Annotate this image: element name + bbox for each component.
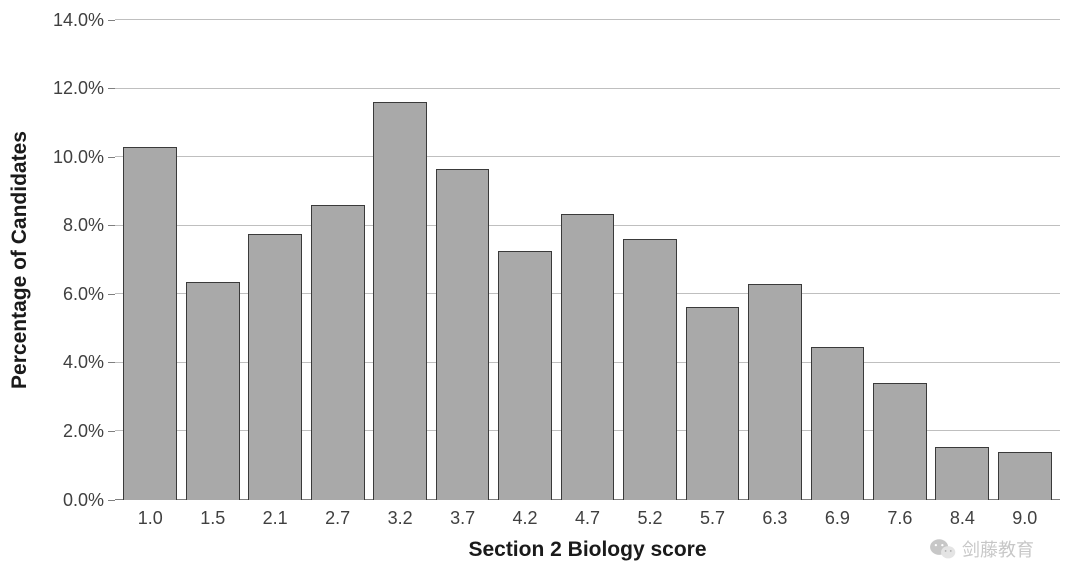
bar-slot xyxy=(431,20,493,500)
y-tick: 14.0% xyxy=(40,10,115,30)
y-tick-label: 12.0% xyxy=(40,78,104,99)
y-tick: 12.0% xyxy=(40,79,115,99)
bar xyxy=(498,251,552,500)
bar-slot xyxy=(494,20,556,500)
y-tick-label: 14.0% xyxy=(40,10,104,31)
x-tick-label: 5.2 xyxy=(619,508,681,529)
x-tick-label: 4.7 xyxy=(556,508,618,529)
bar xyxy=(373,102,427,500)
bar xyxy=(623,239,677,500)
bar xyxy=(311,205,365,500)
y-tick: 4.0% xyxy=(40,353,115,373)
bar xyxy=(248,234,302,500)
bar xyxy=(186,282,240,500)
y-tick-mark xyxy=(108,20,115,21)
bar xyxy=(998,452,1052,500)
y-tick-label: 6.0% xyxy=(40,284,104,305)
y-tick-label: 0.0% xyxy=(40,490,104,511)
bar xyxy=(748,284,802,500)
bar xyxy=(811,347,865,500)
bar-slot xyxy=(619,20,681,500)
bar-slot xyxy=(869,20,931,500)
bar xyxy=(123,147,177,500)
bar xyxy=(436,169,490,500)
x-tick-label: 1.0 xyxy=(119,508,181,529)
y-tick-label: 4.0% xyxy=(40,352,104,373)
y-tick-mark xyxy=(108,88,115,89)
bar-slot xyxy=(244,20,306,500)
x-tick-label: 6.9 xyxy=(806,508,868,529)
y-tick: 8.0% xyxy=(40,216,115,236)
bar-slot xyxy=(744,20,806,500)
y-tick-mark xyxy=(108,431,115,432)
y-tick-mark xyxy=(108,225,115,226)
bar-slot xyxy=(369,20,431,500)
x-axis-title: Section 2 Biology score xyxy=(115,538,1060,562)
bar xyxy=(686,307,740,500)
x-tick-label: 6.3 xyxy=(744,508,806,529)
bar-slot xyxy=(994,20,1056,500)
y-axis-title: Percentage of Candidates xyxy=(8,131,32,389)
x-tick-label: 5.7 xyxy=(681,508,743,529)
bar xyxy=(873,383,927,500)
x-tick-label: 9.0 xyxy=(994,508,1056,529)
y-tick-mark xyxy=(108,294,115,295)
bar-slot xyxy=(681,20,743,500)
watermark: 剑藤教育 xyxy=(930,536,1034,562)
bar-slot xyxy=(931,20,993,500)
x-tick-label: 7.6 xyxy=(869,508,931,529)
bar xyxy=(561,214,615,500)
y-tick-label: 2.0% xyxy=(40,421,104,442)
wechat-icon xyxy=(930,538,956,560)
x-axis-ticks: 1.01.52.12.73.23.74.24.75.25.76.36.97.68… xyxy=(115,508,1060,529)
y-tick: 6.0% xyxy=(40,284,115,304)
bar-slot xyxy=(556,20,618,500)
watermark-text: 剑藤教育 xyxy=(962,536,1034,562)
bar-slot xyxy=(181,20,243,500)
bar-slot xyxy=(806,20,868,500)
bar-slot xyxy=(119,20,181,500)
x-tick-label: 2.7 xyxy=(306,508,368,529)
y-tick: 0.0% xyxy=(40,490,115,510)
y-tick-label: 10.0% xyxy=(40,147,104,168)
histogram-chart: 0.0% 2.0% 4.0% 6.0% 8.0% 10.0% 12.0% 14.0% 1.01… xyxy=(0,0,1080,572)
x-tick-label: 4.2 xyxy=(494,508,556,529)
y-axis-ticks: 0.0%2.0%4.0%6.0%8.0%10.0%12.0%14.0% xyxy=(40,20,115,500)
x-tick-label: 2.1 xyxy=(244,508,306,529)
y-tick: 2.0% xyxy=(40,421,115,441)
bar xyxy=(935,447,989,500)
y-tick: 10.0% xyxy=(40,147,115,167)
y-tick-label: 8.0% xyxy=(40,215,104,236)
bar-slot xyxy=(306,20,368,500)
y-tick-mark xyxy=(108,500,115,501)
x-tick-label: 3.2 xyxy=(369,508,431,529)
x-tick-label: 3.7 xyxy=(431,508,493,529)
x-tick-label: 1.5 xyxy=(181,508,243,529)
x-tick-label: 8.4 xyxy=(931,508,993,529)
y-tick-mark xyxy=(108,157,115,158)
y-tick-mark xyxy=(108,362,115,363)
plot-area xyxy=(115,20,1060,500)
bars-container xyxy=(115,20,1060,500)
